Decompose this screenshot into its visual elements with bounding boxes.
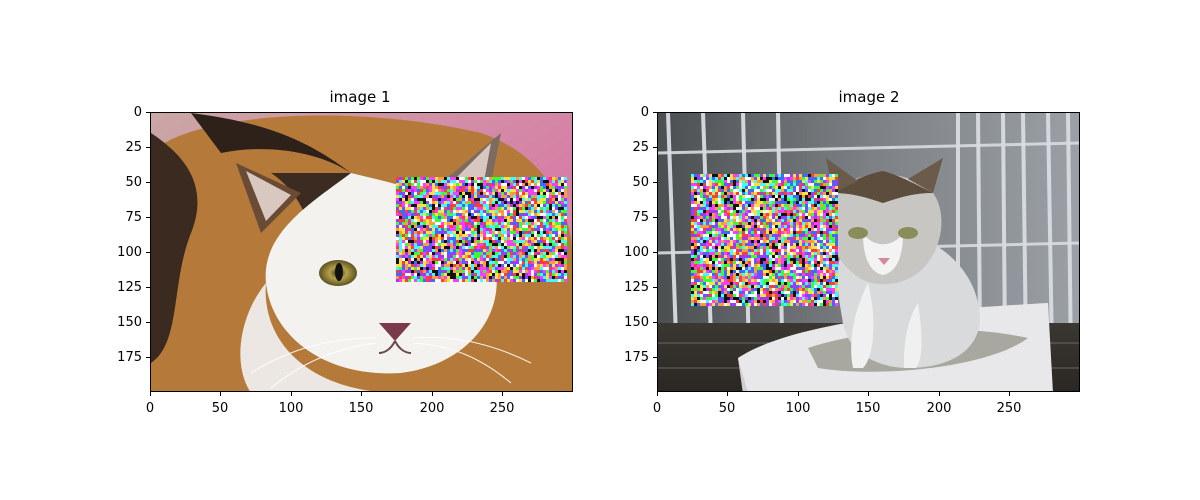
x-tick-label: 50 bbox=[718, 401, 736, 416]
y-tick-label: 125 bbox=[117, 280, 142, 295]
x-tick-label: 50 bbox=[211, 401, 229, 416]
y-tick-label: 75 bbox=[125, 210, 142, 225]
panel-title: image 2 bbox=[838, 88, 900, 106]
cat-photo-1 bbox=[151, 113, 572, 391]
y-tick-label: 150 bbox=[117, 315, 142, 330]
x-tick-label: 250 bbox=[996, 401, 1022, 416]
x-tick-label: 200 bbox=[419, 401, 445, 416]
noise-patch bbox=[396, 177, 567, 282]
y-tick-label: 25 bbox=[632, 140, 649, 155]
x-tick-label: 150 bbox=[348, 401, 374, 416]
x-tick-label: 0 bbox=[145, 401, 155, 416]
cat-photo-2 bbox=[658, 113, 1079, 391]
y-tick-label: 125 bbox=[624, 280, 649, 295]
y-tick-label: 75 bbox=[632, 210, 649, 225]
x-tick-label: 100 bbox=[278, 401, 304, 416]
y-tick-label: 150 bbox=[624, 315, 649, 330]
y-tick-label: 175 bbox=[117, 350, 142, 365]
panel-title: image 1 bbox=[329, 88, 391, 106]
y-tick-label: 100 bbox=[117, 245, 142, 260]
x-tick-label: 200 bbox=[926, 401, 952, 416]
noise-patch bbox=[691, 174, 838, 306]
x-tick-label: 0 bbox=[652, 401, 662, 416]
y-tick-label: 0 bbox=[133, 105, 142, 120]
y-tick-label: 25 bbox=[125, 140, 142, 155]
x-tick-label: 100 bbox=[785, 401, 811, 416]
y-tick-label: 0 bbox=[640, 105, 649, 120]
y-tick-label: 50 bbox=[632, 175, 649, 190]
image-axes bbox=[150, 112, 573, 392]
x-tick-label: 250 bbox=[489, 401, 515, 416]
y-tick-label: 175 bbox=[624, 350, 649, 365]
image-panel-1: image 1 bbox=[117, 88, 573, 416]
y-tick-label: 50 bbox=[125, 175, 142, 190]
image-axes bbox=[657, 112, 1080, 392]
y-tick-label: 100 bbox=[624, 245, 649, 260]
x-tick-label: 150 bbox=[855, 401, 881, 416]
